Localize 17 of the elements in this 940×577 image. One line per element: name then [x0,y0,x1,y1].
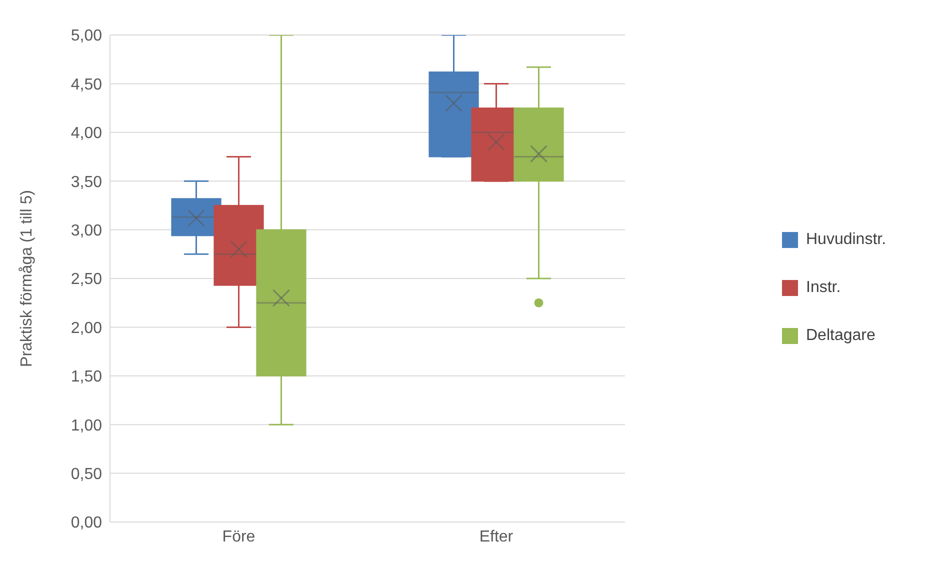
y-tick-label: 2,50 [70,271,102,288]
y-tick-label: 3,00 [70,222,102,240]
legend-label: Deltagare [806,327,876,345]
y-tick-label: 1,50 [70,368,102,386]
legend-label: Instr. [806,279,841,297]
x-tick-label: Före [222,528,256,546]
y-tick-label: 4,50 [70,76,102,94]
y-tick-label: 0,00 [70,514,102,532]
y-tick-label: 1,00 [70,417,102,434]
y-tick-label: 0,50 [70,466,102,483]
y-tick-label: 5,00 [70,28,102,45]
y-tick-label: 3,50 [70,174,102,191]
x-tick-label: Efter [479,528,514,546]
y-tick-label: 4,00 [70,125,102,142]
y-axis-title: Praktisk förmåga (1 till 5) [18,190,36,367]
legend-label: Huvudinstr. [806,231,886,249]
y-tick-label: 2,00 [70,320,102,337]
